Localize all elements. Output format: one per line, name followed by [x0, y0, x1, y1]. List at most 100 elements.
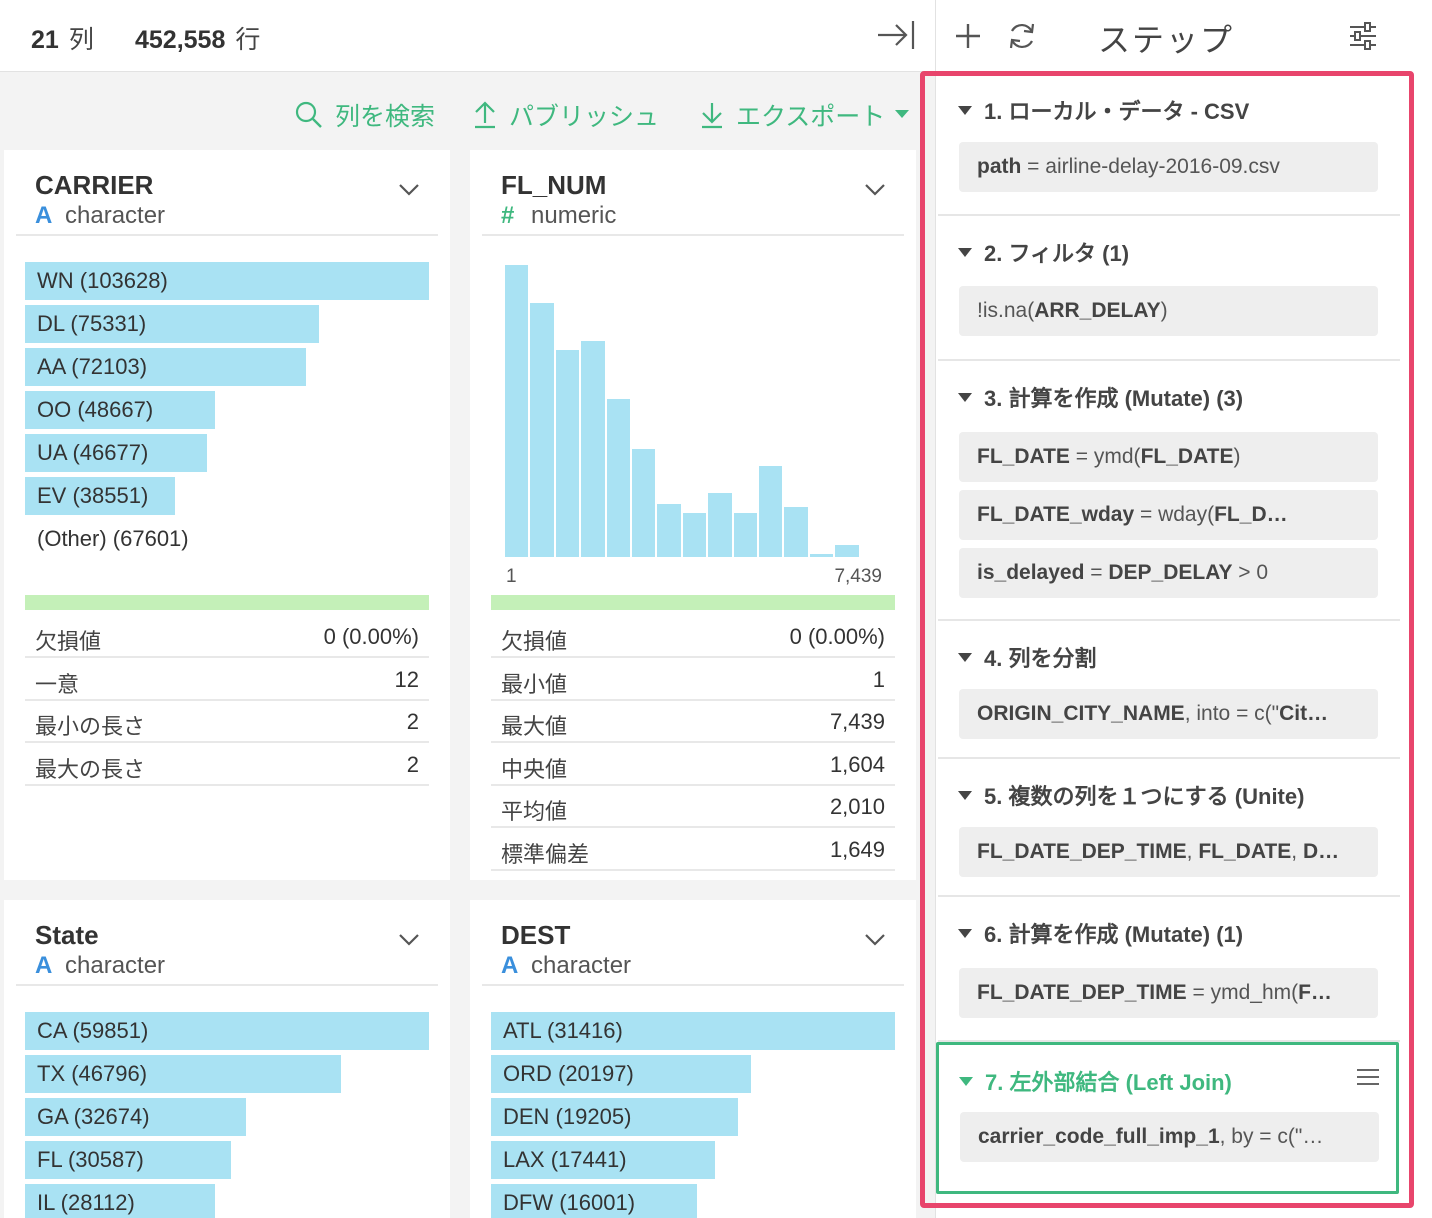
step-6[interactable]: 6. 計算を作成 (Mutate) (1) FL_DATE_DEP_TIME = … — [938, 897, 1400, 1042]
chevron-down-icon[interactable] — [397, 932, 421, 948]
steps-panel-title: ステップ — [1098, 22, 1235, 58]
stat-row: 標準偏差 1,649 — [491, 829, 895, 871]
frequency-bar-label: UA (46677) — [37, 440, 149, 465]
frequency-bar[interactable] — [25, 1012, 429, 1050]
command-text: = airline-delay-2016-09.csv — [1021, 155, 1280, 178]
step-5[interactable]: 5. 複数の列を１つにする (Unite) FL_DATE_DEP_TIME, F… — [938, 759, 1400, 897]
histogram-bar[interactable] — [606, 399, 630, 557]
plus-icon[interactable] — [954, 22, 982, 50]
histogram-bar[interactable] — [530, 303, 554, 557]
histogram-bar[interactable] — [835, 545, 859, 557]
stat-label: 欠損値 — [35, 629, 102, 654]
command-keyword: F… — [1298, 981, 1332, 1004]
step-title[interactable]: 5. 複数の列を１つにする (Unite) — [958, 779, 1304, 811]
caret-down-icon — [895, 110, 910, 118]
command-text: , — [1291, 840, 1303, 863]
frequency-bar[interactable] — [491, 1184, 697, 1218]
download-icon — [702, 103, 722, 129]
step-title[interactable]: 1. ローカル・データ - CSV — [958, 94, 1249, 126]
frequency-bar[interactable] — [25, 1055, 341, 1093]
frequency-bar[interactable] — [491, 1055, 751, 1093]
step-command[interactable]: FL_DATE = ymd(FL_DATE) — [959, 432, 1378, 482]
chevron-down-icon[interactable] — [863, 932, 887, 948]
column-name: State — [35, 920, 99, 950]
publish-button[interactable]: パブリッシュ — [473, 99, 659, 131]
histogram-bar[interactable] — [505, 265, 529, 557]
frequency-bar[interactable] — [25, 1098, 246, 1136]
frequency-bar[interactable] — [25, 1184, 215, 1218]
step-title[interactable]: 4. 列を分割 — [958, 641, 1096, 673]
step-title[interactable]: 3. 計算を作成 (Mutate) (3) — [958, 381, 1243, 413]
stat-value: 1,604 — [829, 751, 885, 777]
step-4[interactable]: 4. 列を分割 ORIGIN_CITY_NAME, into = c("Cit… — [938, 621, 1400, 759]
column-count-unit: 列 — [68, 26, 94, 54]
frequency-bar-label: AA (72103) — [37, 354, 148, 379]
step-3[interactable]: 3. 計算を作成 (Mutate) (3) FL_DATE = ymd(FL_DA… — [938, 361, 1400, 621]
stat-label: 最小の長さ — [35, 714, 146, 740]
stat-label: 最大値 — [501, 714, 568, 740]
column-name: CARRIER — [35, 170, 154, 200]
missing-ratio-bar — [491, 595, 895, 610]
hamburger-menu-icon[interactable] — [1356, 1067, 1380, 1087]
step-command[interactable]: !is.na(ARR_DELAY) — [959, 286, 1378, 336]
frequency-bar-label: ORD (20197) — [503, 1061, 634, 1086]
step-command[interactable]: FL_DATE_DEP_TIME, FL_DATE, D… — [959, 827, 1378, 877]
summary-bar: 21 列 452,558 行 — [0, 0, 935, 72]
chevron-down-icon[interactable] — [397, 182, 421, 198]
column-type: # numeric — [501, 202, 616, 230]
histogram-bar[interactable] — [809, 554, 834, 557]
histogram-bar[interactable] — [657, 504, 681, 557]
frequency-bar[interactable] — [25, 262, 429, 300]
column-name: FL_NUM — [501, 170, 607, 200]
step-title[interactable]: 2. フィルタ (1) — [958, 236, 1129, 268]
frequency-bar[interactable] — [491, 1098, 738, 1136]
stat-value: 2 — [406, 751, 419, 777]
step-command[interactable]: ORIGIN_CITY_NAME, into = c("Cit… — [959, 689, 1378, 739]
upload-icon — [475, 101, 495, 129]
histogram-bar[interactable] — [784, 507, 808, 557]
histogram-bar[interactable] — [759, 466, 783, 557]
collapse-panel-button[interactable] — [876, 18, 920, 54]
histogram-bar[interactable] — [581, 341, 605, 557]
step-title[interactable]: 6. 計算を作成 (Mutate) (1) — [958, 917, 1243, 949]
frequency-bar[interactable] — [25, 305, 319, 343]
command-keyword: FL_DATE_DEP_TIME — [977, 840, 1187, 863]
histogram-bar[interactable] — [708, 493, 732, 557]
frequency-bar-label: (Other) (67601) — [37, 526, 189, 551]
divider — [16, 234, 438, 236]
row-count-value: 452,558 — [135, 26, 226, 54]
histogram-bar[interactable] — [555, 350, 580, 557]
step-command[interactable]: FL_DATE_DEP_TIME = ymd_hm(F… — [959, 968, 1378, 1018]
frequency-bar[interactable] — [491, 1012, 895, 1050]
export-button[interactable]: エクスポート — [700, 99, 910, 131]
step-command[interactable]: is_delayed = DEP_DELAY > 0 — [959, 548, 1378, 598]
frequency-bar[interactable] — [25, 348, 306, 386]
step-title[interactable]: 7. 左外部結合 (Left Join) — [959, 1065, 1232, 1097]
command-keyword: ORIGIN_CITY_NAME — [977, 702, 1185, 725]
step-2[interactable]: 2. フィルタ (1) !is.na(ARR_DELAY) — [938, 216, 1400, 361]
stat-value: 1,649 — [829, 837, 885, 862]
step-1[interactable]: 1. ローカル・データ - CSV path = airline-delay-20… — [938, 74, 1400, 216]
histogram-bar[interactable] — [632, 449, 656, 557]
histogram-axis-max: 7,439 — [834, 566, 882, 587]
settings-sliders-icon[interactable] — [1348, 22, 1378, 50]
histogram-bar[interactable] — [682, 513, 707, 557]
frequency-bar[interactable] — [491, 1141, 715, 1179]
chevron-down-icon[interactable] — [863, 182, 887, 198]
histogram-bar[interactable] — [733, 513, 757, 557]
caret-down-icon — [958, 928, 972, 938]
command-keyword: ARR_DELAY — [1034, 299, 1161, 322]
frequency-bar[interactable] — [25, 477, 175, 515]
frequency-bar[interactable] — [25, 391, 215, 429]
refresh-icon[interactable] — [1006, 20, 1038, 52]
frequency-bar[interactable] — [25, 434, 207, 472]
step-7[interactable]: 7. 左外部結合 (Left Join) carrier_code_full_im… — [936, 1042, 1399, 1194]
frequency-bar[interactable] — [25, 1141, 231, 1179]
step-command[interactable]: carrier_code_full_imp_1, by = c("… — [960, 1112, 1379, 1162]
search-columns-button[interactable]: 列を検索 — [295, 99, 435, 131]
command-text: , — [1186, 840, 1199, 863]
command-keyword: D… — [1302, 840, 1340, 863]
stat-row: 中央値 1,604 — [491, 744, 895, 786]
step-command[interactable]: FL_DATE_wday = wday(FL_D… — [959, 490, 1378, 540]
step-command[interactable]: path = airline-delay-2016-09.csv — [959, 142, 1378, 192]
